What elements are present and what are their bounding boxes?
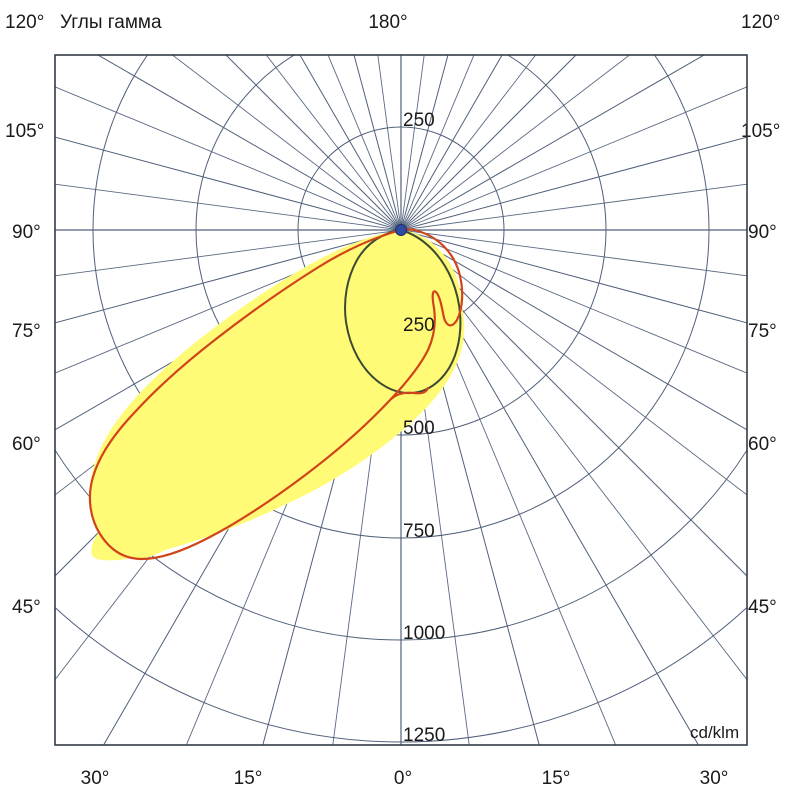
grid-ray-135l	[225, 55, 402, 231]
ring-label-250: 250	[403, 315, 435, 336]
grid-ray-minor-172l	[377, 55, 402, 231]
grid-ray-minor-97l	[55, 183, 402, 231]
grid-ray-minor-112l	[55, 86, 402, 231]
right-axis-label-120: 120°	[741, 12, 780, 33]
unit-label: cd/klm	[690, 723, 739, 742]
grid-ray-minor-127	[400, 55, 631, 231]
grid-ray-75r	[400, 229, 747, 324]
page-title: Углы гамма	[60, 12, 162, 33]
chart-title-group: Углы гамма	[60, 12, 162, 33]
grid-ray-minor-172	[400, 55, 425, 231]
grid-ray-150r	[400, 55, 503, 231]
grid-ray-150l	[299, 55, 402, 231]
ring-label-1250: 1250	[403, 725, 445, 746]
bottom-axis-label-0: 0°	[394, 768, 412, 789]
left-axis-label-120: 120°	[5, 12, 44, 33]
right-axis-label-90: 90°	[748, 222, 777, 243]
grid-ray-75l	[55, 229, 402, 324]
right-axis-label-45: 45°	[748, 597, 777, 618]
curve-c90-bottom-tail	[389, 386, 430, 401]
grid-ray-minor-142	[400, 55, 537, 231]
left-axis-label-75: 75°	[12, 321, 41, 342]
grid-ray-minor-97	[400, 183, 747, 231]
grid-ray-105l	[55, 136, 402, 231]
ring-label-250-top: 250	[403, 110, 435, 131]
ring-label-500: 500	[403, 418, 435, 439]
ring-label-750: 750	[403, 521, 435, 542]
bottom-axis-label-30-left: 30°	[81, 768, 110, 789]
right-axis-label-75: 75°	[748, 321, 777, 342]
grid-ray-minor-157	[400, 55, 475, 231]
bottom-axis-label-15-right: 15°	[542, 768, 571, 789]
grid-ray-minor-157l	[327, 55, 402, 231]
grid-ray-minor-52	[400, 229, 747, 496]
grid-ray-minor-82l	[55, 229, 402, 277]
grid-ray-120r	[400, 55, 706, 231]
plot-frame	[54, 54, 748, 746]
grid-ray-135r	[400, 55, 577, 231]
ring-labels: 250 250 500 750 1000 1250	[403, 110, 445, 746]
grid-ray-30r	[400, 229, 699, 745]
grid-ray-165r	[400, 55, 449, 231]
grid-ray-minor-37	[400, 229, 747, 681]
grid-ray-120l	[96, 55, 402, 231]
left-axis-labels: 120° 105° 90° 75° 60° 45°	[5, 12, 44, 618]
left-axis-label-60: 60°	[12, 434, 41, 455]
grid-ray-minor-142l	[265, 55, 402, 231]
grid-ray-105r	[400, 136, 747, 231]
grid-ray-minor-67l	[55, 229, 402, 374]
grid-ray-165l	[353, 55, 402, 231]
curve-c90-c270	[88, 228, 464, 561]
grid-ray-minor-127l	[171, 55, 402, 231]
grid-ray-minor-112	[400, 86, 747, 231]
left-axis-label-90: 90°	[12, 222, 41, 243]
left-axis-label-105: 105°	[5, 121, 44, 142]
luminous-lobe-fill-right	[401, 230, 462, 402]
grid-ray-60r	[400, 229, 747, 431]
bottom-axis-label-15-left: 15°	[234, 768, 263, 789]
bottom-axis-label-30-right: 30°	[700, 768, 729, 789]
pole-marker	[395, 224, 407, 236]
left-axis-label-45: 45°	[12, 597, 41, 618]
bottom-axis-labels: 30° 15° 0° 15° 30°	[81, 768, 729, 789]
grid-ray-minor-82	[400, 229, 747, 277]
grid-ray-45r	[400, 229, 747, 577]
ring-label-1000: 1000	[403, 623, 445, 644]
right-axis-label-105: 105°	[741, 121, 780, 142]
grid-ray-minor-67	[400, 229, 747, 374]
top-axis-label-180: 180°	[368, 12, 407, 33]
right-axis-label-60: 60°	[748, 434, 777, 455]
luminous-lobe-fill-main	[91, 230, 465, 561]
right-axis-labels: 120° 105° 90° 75° 60° 45°	[741, 12, 780, 618]
